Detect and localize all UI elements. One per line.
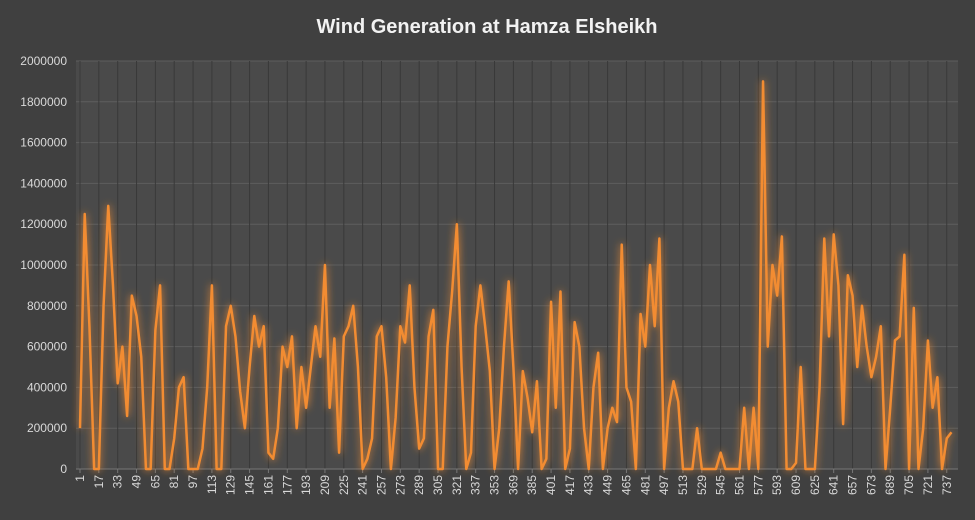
x-tick-label: 497 [657,475,671,495]
x-tick-label: 17 [92,475,106,489]
x-tick-label: 545 [714,475,728,495]
x-tick-label: 209 [318,475,332,495]
x-tick-label: 641 [827,475,841,495]
x-tick-label: 161 [261,475,275,495]
y-tick-label: 800000 [27,299,67,313]
x-tick-label: 593 [770,475,784,495]
x-tick-label: 145 [243,475,257,495]
y-tick-label: 1400000 [20,176,67,190]
x-tick-label: 529 [695,475,709,495]
x-tick-label: 321 [450,475,464,495]
x-tick-label: 225 [337,475,351,495]
y-tick-label: 1600000 [20,136,67,150]
x-tick-label: 737 [940,475,954,495]
x-tick-label: 625 [808,475,822,495]
x-tick-label: 657 [846,475,860,495]
x-tick-label: 33 [111,475,125,489]
x-tick-label: 561 [732,475,746,495]
y-tick-label: 1800000 [20,95,67,109]
x-tick-label: 289 [412,475,426,495]
x-tick-label: 1 [73,475,87,482]
y-tick-label: 2000000 [20,54,67,68]
x-tick-label: 385 [525,475,539,495]
y-tick-label: 600000 [27,340,67,354]
x-tick-label: 241 [356,475,370,495]
x-tick-label: 465 [619,475,633,495]
x-tick-label: 481 [638,475,652,495]
x-tick-label: 449 [601,475,615,495]
x-tick-label: 721 [921,475,935,495]
data-line [78,80,953,471]
x-tick-label: 81 [167,475,181,489]
x-tick-label: 433 [582,475,596,495]
x-tick-label: 369 [506,475,520,495]
x-tick-label: 177 [280,475,294,495]
y-tick-label: 200000 [27,421,67,435]
chart-title: Wind Generation at Hamza Elsheikh [316,16,657,38]
y-tick-label: 1200000 [20,217,67,231]
x-tick-label: 129 [224,475,238,495]
y-tick-label: 0 [60,462,67,476]
x-tick-label: 705 [902,475,916,495]
x-tick-label: 193 [299,475,313,495]
x-tick-label: 577 [751,475,765,495]
x-tick-label: 65 [148,475,162,489]
y-tick-label: 1000000 [20,258,67,272]
x-tick-label: 513 [676,475,690,495]
x-tick-label: 305 [431,475,445,495]
x-tick-label: 353 [488,475,502,495]
x-tick-label: 417 [563,475,577,495]
x-tick-label: 97 [186,475,200,489]
y-tick-label: 400000 [27,380,67,394]
x-tick-label: 113 [205,475,219,494]
x-tick-label: 257 [374,475,388,495]
x-tick-label: 401 [544,475,558,495]
x-tick-label: 337 [469,475,483,495]
x-tick-label: 689 [883,475,897,495]
x-tick-label: 609 [789,475,803,495]
x-tick-label: 49 [130,475,144,489]
x-tick-label: 273 [393,475,407,495]
x-tick-label: 673 [864,475,878,495]
